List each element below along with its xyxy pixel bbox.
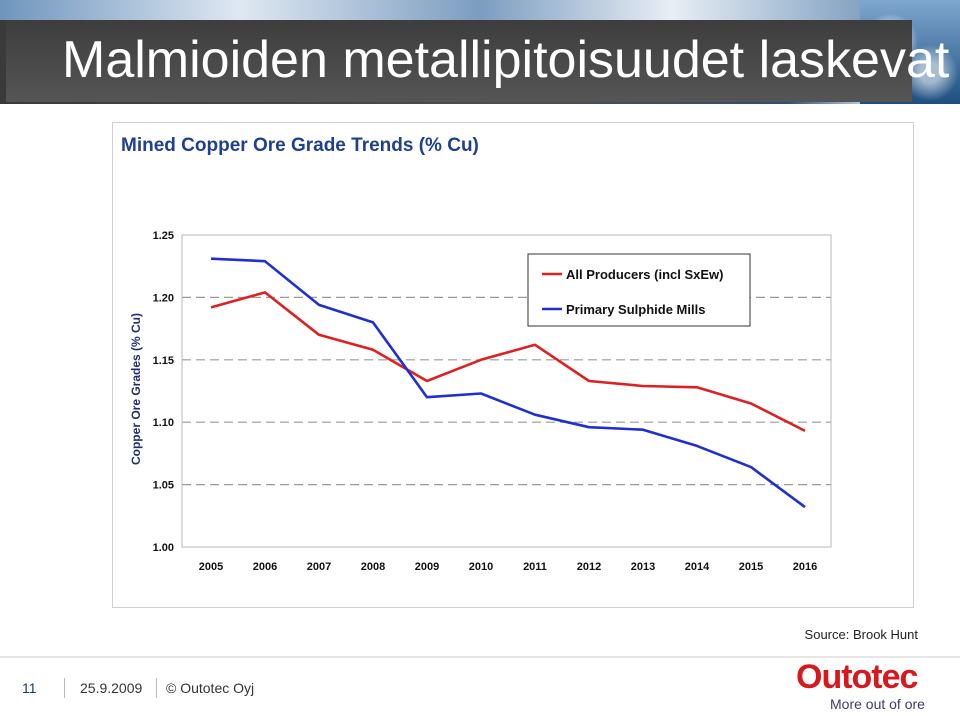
ore-grade-chart: Mined Copper Ore Grade Trends (% Cu) Cop… bbox=[121, 135, 832, 573]
x-tick-label: 2011 bbox=[523, 561, 547, 573]
x-tick-label: 2010 bbox=[469, 561, 493, 573]
legend-label: Primary Sulphide Mills bbox=[566, 302, 705, 317]
x-tick-label: 2013 bbox=[631, 561, 655, 573]
source-note: Source: Brook Hunt bbox=[804, 627, 918, 642]
chart-title: Mined Copper Ore Grade Trends (% Cu) bbox=[121, 135, 479, 156]
page-number: 11 bbox=[22, 680, 37, 696]
y-tick-label: 1.25 bbox=[153, 230, 174, 242]
page-title: Malmioiden metallipitoisuudet laskevat bbox=[62, 31, 950, 89]
x-tick-label: 2014 bbox=[685, 561, 710, 573]
x-tick-label: 2006 bbox=[253, 561, 277, 573]
x-tick-label: 2015 bbox=[739, 561, 763, 573]
footer-separator bbox=[156, 678, 157, 698]
footer-copyright: © Outotec Oyj bbox=[166, 680, 255, 696]
y-tick-label: 1.10 bbox=[153, 417, 174, 429]
x-tick-label: 2008 bbox=[361, 561, 385, 573]
chart-frame: Mined Copper Ore Grade Trends (% Cu) Cop… bbox=[112, 122, 914, 608]
footer-separator bbox=[64, 678, 65, 698]
y-axis-label: Copper Ore Grades (% Cu) bbox=[129, 313, 143, 465]
legend-box bbox=[527, 253, 751, 327]
y-tick-label: 1.20 bbox=[153, 292, 174, 304]
y-tick-label: 1.15 bbox=[153, 355, 174, 367]
y-tick-label: 1.00 bbox=[153, 542, 174, 554]
x-tick-label: 2009 bbox=[415, 561, 439, 573]
legend-label: All Producers (incl SxEw) bbox=[566, 267, 724, 282]
footer-divider bbox=[0, 656, 960, 658]
x-tick-label: 2007 bbox=[307, 561, 331, 573]
outotec-logo: Outotec More out of ore bbox=[796, 658, 925, 714]
series-line-all-producers bbox=[210, 291, 806, 433]
x-tick-label: 2005 bbox=[199, 561, 223, 573]
title-bar: Malmioiden metallipitoisuudet laskevat bbox=[0, 0, 960, 104]
x-tick-label: 2016 bbox=[793, 561, 817, 573]
plot-area-border bbox=[181, 234, 832, 548]
series-line-primary-sulphide-mills bbox=[210, 257, 806, 509]
footer-date: 25.9.2009 bbox=[80, 680, 143, 696]
water-photo-strip bbox=[0, 0, 960, 20]
logo-tagline: More out of ore bbox=[830, 696, 925, 712]
title-panel bbox=[6, 20, 912, 102]
y-tick-label: 1.05 bbox=[153, 480, 174, 492]
x-tick-label: 2012 bbox=[577, 561, 601, 573]
logo-wordmark: Outotec bbox=[796, 658, 918, 696]
